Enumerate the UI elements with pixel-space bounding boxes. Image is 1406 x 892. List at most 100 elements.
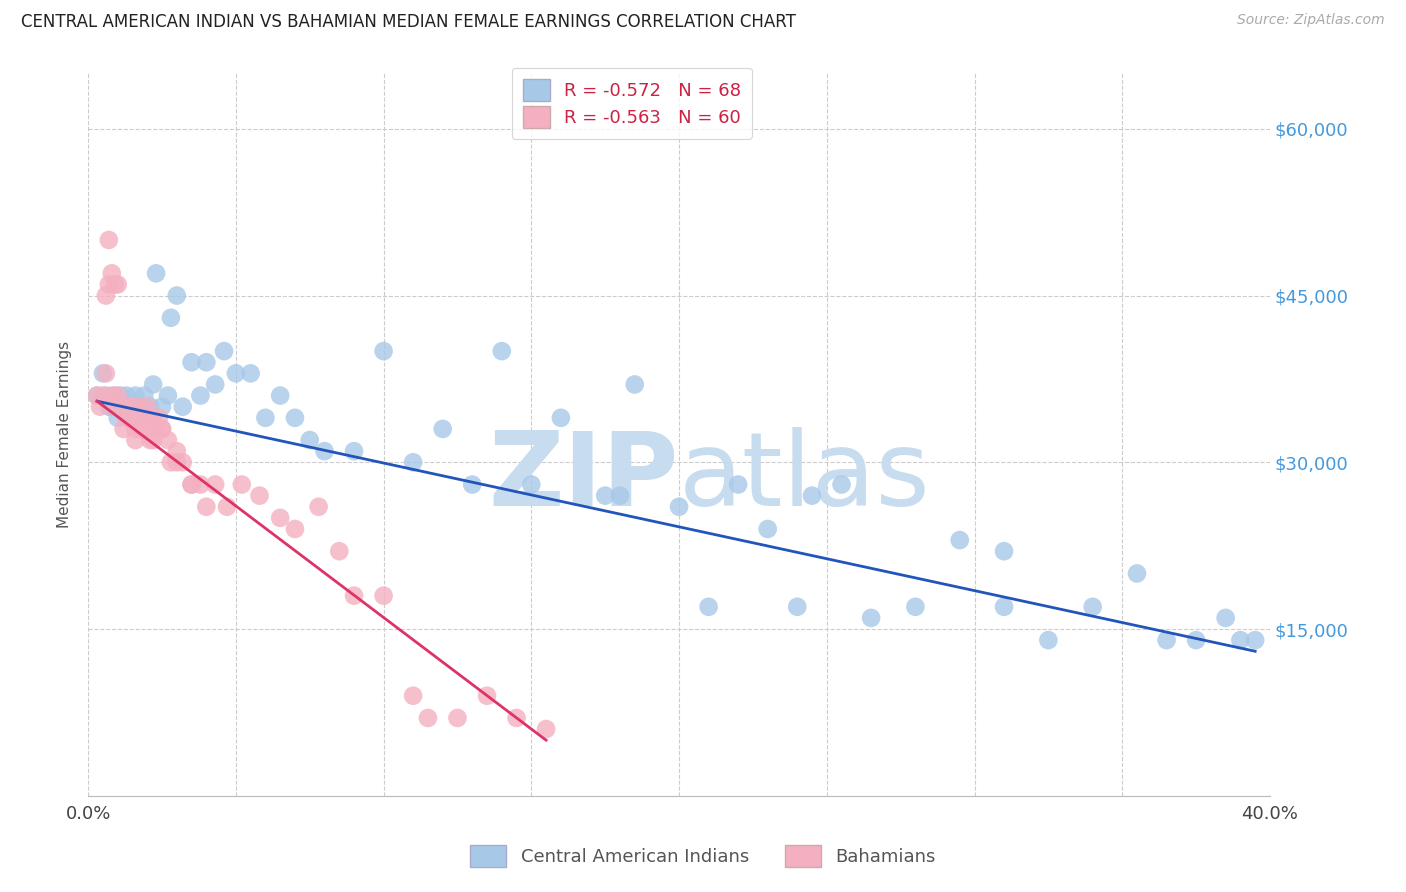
Point (180, 477, 202, 491)
Y-axis label: Median Female Earnings: Median Female Earnings (58, 341, 72, 528)
Point (131, 410, 153, 425)
Point (1038, 633, 1060, 648)
Point (195, 500, 218, 514)
Point (727, 477, 749, 491)
Point (284, 522, 307, 536)
Point (160, 310, 183, 325)
Point (180, 477, 202, 491)
Point (491, 344, 513, 359)
Point (1229, 633, 1251, 648)
Point (134, 388, 156, 402)
Point (104, 388, 127, 402)
Legend: R = -0.572   N = 68, R = -0.563   N = 60: R = -0.572 N = 68, R = -0.563 N = 60 (512, 68, 752, 139)
Point (107, 388, 129, 402)
Point (91, 388, 114, 402)
Point (204, 477, 226, 491)
Point (215, 500, 238, 514)
Point (139, 433, 162, 447)
Point (112, 422, 135, 436)
Point (520, 477, 543, 491)
Legend: Central American Indians, Bahamians: Central American Indians, Bahamians (463, 838, 943, 874)
Point (136, 410, 159, 425)
Point (124, 422, 146, 436)
Point (112, 400, 135, 414)
Point (593, 489, 616, 503)
Point (534, 722, 557, 736)
Point (609, 489, 631, 503)
Point (308, 500, 330, 514)
Text: ZIP: ZIP (489, 427, 679, 528)
Point (195, 355, 218, 369)
Point (145, 266, 167, 280)
Point (1185, 633, 1208, 648)
Point (239, 367, 262, 381)
Point (94, 388, 117, 402)
Point (668, 500, 690, 514)
Point (993, 599, 1015, 614)
Point (249, 489, 271, 503)
Point (269, 388, 291, 402)
Point (110, 388, 132, 402)
Point (150, 422, 173, 436)
Point (1156, 633, 1178, 648)
Point (373, 589, 395, 603)
Point (993, 544, 1015, 558)
Point (298, 433, 321, 447)
Point (97, 277, 120, 292)
Point (127, 400, 149, 414)
Point (136, 400, 159, 414)
Point (107, 277, 129, 292)
Point (623, 377, 645, 392)
Point (94, 367, 117, 381)
Point (101, 388, 124, 402)
Point (101, 400, 124, 414)
Point (343, 589, 366, 603)
Point (101, 266, 124, 280)
Point (231, 477, 253, 491)
Point (1081, 599, 1104, 614)
Point (475, 689, 498, 703)
Point (121, 400, 143, 414)
Point (131, 410, 153, 425)
Point (131, 422, 153, 436)
Point (145, 422, 167, 436)
Point (150, 422, 173, 436)
Point (156, 388, 179, 402)
Point (172, 455, 194, 469)
Point (142, 433, 165, 447)
Point (160, 455, 183, 469)
Point (432, 422, 454, 436)
Point (166, 455, 188, 469)
Point (1215, 611, 1237, 625)
Point (904, 599, 927, 614)
Point (115, 410, 138, 425)
Point (190, 388, 212, 402)
Point (343, 444, 366, 458)
Point (550, 410, 572, 425)
Point (121, 400, 143, 414)
Point (86, 388, 108, 402)
Point (127, 400, 149, 414)
Text: Source: ZipAtlas.com: Source: ZipAtlas.com (1237, 13, 1385, 28)
Point (136, 400, 159, 414)
Point (172, 400, 194, 414)
Point (697, 599, 720, 614)
Point (139, 400, 162, 414)
Point (134, 422, 156, 436)
Point (124, 433, 146, 447)
Point (860, 611, 883, 625)
Point (156, 433, 179, 447)
Point (104, 400, 127, 414)
Point (1126, 566, 1149, 581)
Point (786, 599, 808, 614)
Point (949, 533, 972, 547)
Point (446, 711, 468, 725)
Point (86, 388, 108, 402)
Point (150, 400, 173, 414)
Point (269, 511, 291, 525)
Point (402, 455, 425, 469)
Point (831, 477, 853, 491)
Point (148, 410, 170, 425)
Point (124, 388, 146, 402)
Point (284, 410, 307, 425)
